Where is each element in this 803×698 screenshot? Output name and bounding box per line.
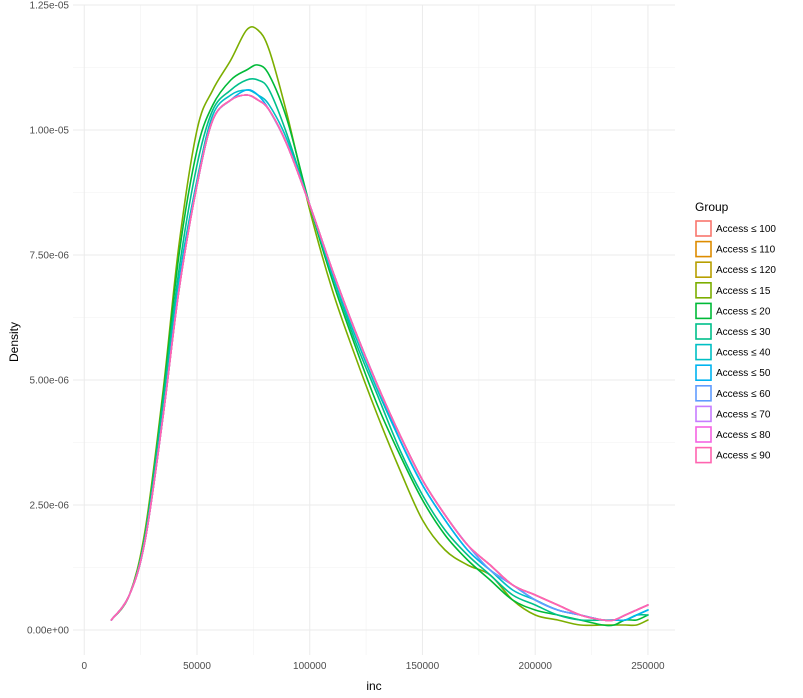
legend-key — [695, 323, 712, 340]
legend-key — [695, 240, 712, 258]
legend-label: Access ≤ 90 — [716, 451, 771, 462]
legend-label: Access ≤ 70 — [716, 409, 771, 420]
x-axis-tick-labels: 0 50000 100000 150000 200000 250000 — [81, 661, 665, 672]
legend-key — [695, 261, 712, 279]
y-axis-title: Density — [7, 322, 21, 362]
legend-key — [695, 302, 712, 320]
legend-label: Access ≤ 80 — [716, 430, 771, 441]
y-tick-label: 0.00e+00 — [27, 626, 69, 637]
legend-label: Access ≤ 30 — [716, 327, 771, 338]
legend-key — [695, 446, 712, 464]
legend-key — [695, 220, 712, 237]
x-axis-title: inc — [366, 679, 381, 693]
y-tick-label: 5.00e-06 — [30, 376, 70, 387]
y-tick-label: 1.25e-05 — [30, 1, 70, 12]
legend-key — [695, 343, 712, 361]
major-gridlines — [73, 4, 675, 655]
legend-items: Access ≤ 100 Access ≤ 110 Access ≤ 120 Acce… — [695, 220, 776, 464]
y-tick-label: 7.50e-06 — [30, 251, 70, 262]
x-tick-label: 50000 — [183, 661, 211, 672]
legend-title: Group — [695, 200, 729, 214]
minor-gridlines — [73, 5, 675, 655]
legend-label: Access ≤ 110 — [716, 245, 776, 256]
legend-key — [695, 405, 712, 423]
legend-key — [695, 426, 712, 443]
legend-label: Access ≤ 50 — [716, 368, 771, 379]
y-tick-label: 2.50e-06 — [30, 501, 70, 512]
x-tick-label: 250000 — [631, 661, 665, 672]
x-tick-label: 150000 — [406, 661, 440, 672]
x-tick-label: 100000 — [293, 661, 327, 672]
legend-label: Access ≤ 120 — [716, 265, 776, 276]
y-axis-tick-labels: 0.00e+00 2.50e-06 5.00e-06 7.50e-06 1.00e-05… — [27, 1, 69, 637]
series-lines — [110, 26, 649, 627]
x-tick-label: 200000 — [519, 661, 553, 672]
series-line-4 — [110, 26, 649, 627]
y-tick-label: 1.00e-05 — [30, 126, 70, 137]
legend-key — [695, 281, 712, 299]
legend-label: Access ≤ 100 — [716, 224, 776, 235]
legend-label: Access ≤ 40 — [716, 348, 771, 359]
legend-key — [695, 384, 712, 402]
series-line-12 — [110, 94, 649, 622]
legend-key — [695, 364, 712, 382]
x-tick-label: 0 — [81, 661, 87, 672]
legend-label: Access ≤ 60 — [716, 389, 771, 400]
legend-label: Access ≤ 15 — [716, 286, 771, 297]
series-line-6 — [110, 77, 649, 622]
legend-label: Access ≤ 20 — [716, 306, 771, 317]
